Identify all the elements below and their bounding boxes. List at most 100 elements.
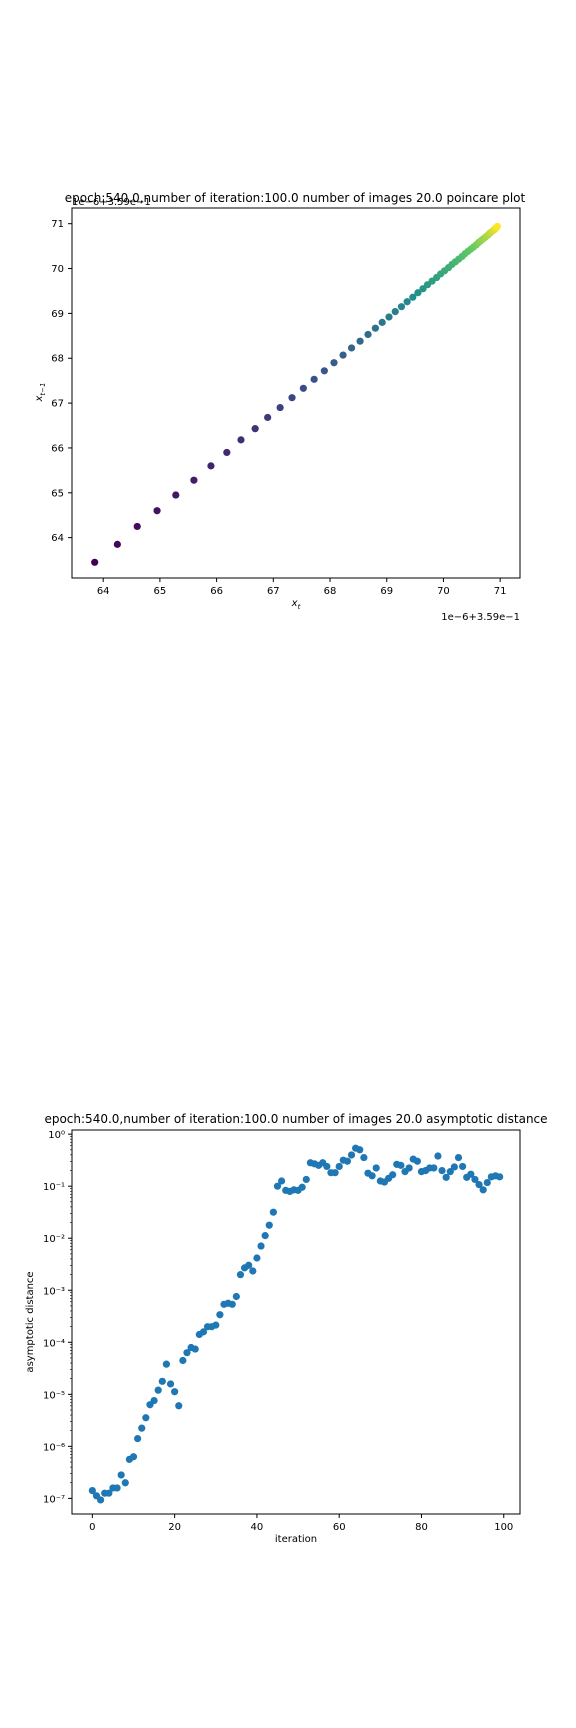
scatter-point: [339, 351, 347, 359]
scatter-point: [183, 1349, 191, 1357]
scatter-point: [450, 1163, 458, 1171]
scatter-point: [153, 507, 161, 515]
y-axis-ticks: 10⁻⁷ 10⁻⁶ 10⁻⁵ 10⁻⁴ 10⁻³ 10⁻² 10⁻¹ 10⁰: [43, 1130, 72, 1505]
scatter-point: [172, 491, 180, 499]
y-tick-label: 64: [51, 533, 64, 544]
scatter-point: [228, 1300, 236, 1308]
scatter-point: [364, 330, 372, 339]
y-tick-label: 10⁰: [48, 1130, 65, 1141]
x-tick-label: 69: [380, 586, 393, 597]
scatter-point: [113, 1484, 121, 1492]
y-tick-label: 70: [51, 264, 64, 275]
scatter-point: [368, 1172, 376, 1180]
scatter-point: [276, 403, 284, 412]
scatter-points: [91, 222, 501, 566]
scatter-point: [158, 1377, 166, 1385]
scatter-point: [335, 1162, 343, 1171]
scatter-point: [442, 1173, 450, 1181]
scatter-point: [261, 1232, 269, 1240]
scatter-point: [471, 1175, 479, 1184]
y-tick-label: 10⁻⁵: [43, 1390, 65, 1401]
poincare-title: epoch:540.0,number of iteration:100.0 nu…: [65, 191, 526, 205]
scatter-point: [493, 222, 501, 230]
scatter-point: [378, 318, 386, 326]
scatter-point: [397, 303, 406, 311]
scatter-point: [371, 324, 379, 332]
scatter-point: [356, 337, 364, 345]
scatter-point: [236, 1271, 245, 1279]
scatter-point: [142, 1414, 150, 1422]
x-offset-label: 1e−6+3.59e−1: [441, 612, 520, 623]
scatter-point: [302, 1175, 310, 1184]
scatter-point: [117, 1471, 125, 1479]
scatter-point: [150, 1396, 158, 1405]
scatter-point: [434, 1152, 442, 1160]
asymptotic-title: epoch:540.0,number of iteration:100.0 nu…: [44, 1112, 547, 1126]
y-tick-label: 65: [51, 488, 64, 499]
x-tick-label: 71: [494, 586, 507, 597]
scatter-point: [96, 1496, 105, 1504]
scatter-point: [330, 359, 338, 367]
scatter-point: [253, 1254, 261, 1262]
x-tick-label: 40: [251, 1522, 264, 1533]
scatter-point: [269, 1208, 277, 1216]
scatter-point: [223, 448, 231, 457]
scatter-point: [323, 1162, 331, 1171]
scatter-point: [251, 425, 259, 433]
scatter-point: [191, 1345, 199, 1353]
x-tick-label: 70: [437, 586, 450, 597]
scatter-point: [129, 1453, 138, 1461]
scatter-point: [249, 1267, 257, 1275]
scatter-point: [446, 1168, 454, 1176]
scatter-point: [360, 1153, 368, 1162]
scatter-point: [154, 1386, 162, 1394]
plot-frame: [71, 1129, 521, 1515]
x-tick-label: 60: [333, 1522, 346, 1533]
scatter-point: [245, 1261, 253, 1269]
scatter-point: [232, 1292, 240, 1301]
scatter-point: [409, 293, 417, 301]
x-axis-label: xt: [291, 598, 301, 611]
plot-frame: [71, 207, 521, 579]
scatter-point: [467, 1170, 475, 1178]
scatter-point: [175, 1402, 183, 1410]
scatter-point: [459, 1162, 467, 1171]
asymptotic-distance-plot: epoch:540.0,number of iteration:100.0 nu…: [25, 1112, 548, 1545]
scatter-point: [483, 1178, 491, 1187]
scatter-point: [105, 1489, 113, 1497]
x-axis-ticks: 64 65 66 67 68 69 70 71: [97, 578, 507, 597]
x-axis-ticks: 0 20 40 60 80 100: [89, 1514, 513, 1533]
scatter-point: [430, 1164, 438, 1172]
scatter-point: [298, 1183, 306, 1191]
y-tick-label: 66: [51, 443, 64, 454]
y-tick-label: 68: [51, 354, 64, 365]
scatter-point: [413, 1157, 421, 1165]
scatter-point: [199, 1328, 208, 1336]
scatter-point: [405, 1164, 413, 1172]
x-tick-label: 0: [89, 1522, 95, 1533]
x-tick-label: 20: [168, 1522, 181, 1533]
y-offset-label: 1e−6+3.59e−1: [72, 197, 151, 208]
scatter-point: [166, 1380, 175, 1388]
x-tick-label: 64: [97, 586, 110, 597]
scatter-point: [343, 1157, 352, 1165]
scatter-point: [212, 1321, 220, 1329]
x-axis-label: iteration: [275, 1534, 317, 1545]
y-tick-label: 69: [51, 309, 64, 320]
y-tick-label: 10⁻⁷: [43, 1494, 65, 1505]
scatter-point: [113, 540, 121, 548]
scatter-point: [397, 1161, 405, 1169]
y-axis-ticks: 64 65 66 67 68 69 70 71: [51, 219, 72, 544]
y-tick-label: 10⁻⁴: [43, 1338, 65, 1349]
scatter-point: [391, 308, 399, 316]
scatter-point: [310, 375, 318, 383]
scatter-point: [496, 1173, 504, 1181]
y-tick-label: 10⁻³: [43, 1286, 65, 1297]
scatter-point: [190, 476, 198, 484]
scatter-point: [133, 522, 141, 531]
scatter-point: [320, 367, 328, 375]
scatter-point: [121, 1479, 129, 1487]
scatter-point: [237, 436, 245, 444]
scatter-point: [179, 1356, 187, 1365]
scatter-point: [454, 1153, 463, 1162]
